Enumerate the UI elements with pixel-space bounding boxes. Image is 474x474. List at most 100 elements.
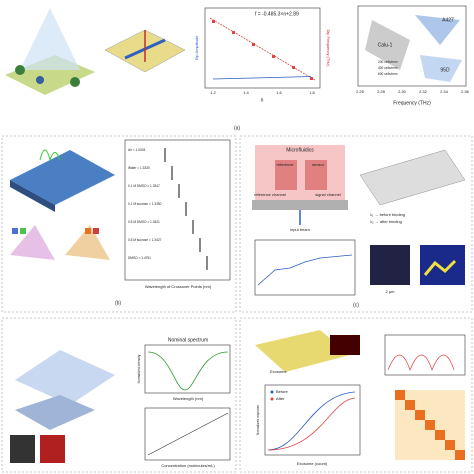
image-tile: [10, 435, 35, 463]
x-label: Frequency (THz): [393, 100, 431, 106]
legend-entry: Water = 1.3330: [128, 166, 150, 170]
panel-frame: [239, 317, 473, 473]
metasurface: [255, 330, 350, 372]
cell: [36, 76, 44, 84]
legend-entry: DMSO = 1.4751: [128, 256, 151, 260]
red-points: [212, 20, 313, 80]
plot-frame: [124, 139, 231, 281]
legend-entry: 400 cells/mm²: [378, 66, 398, 70]
y-label: Dip Amplitude: [194, 35, 199, 60]
cluster: [365, 20, 410, 70]
x-tick-label: 2.26: [356, 89, 365, 94]
heatmap-cells: [395, 390, 465, 460]
cell: [15, 65, 25, 75]
spectrum: [147, 351, 229, 391]
legend-marker: [270, 390, 274, 394]
y-label: Dip Frequency (THz): [326, 29, 331, 67]
panel-label: (a): [234, 125, 240, 131]
image-tile: [40, 435, 65, 463]
equation: f = -0.485.3×n+2.89: [255, 11, 299, 17]
cluster-label: Calu-1: [378, 42, 393, 48]
plot-frame: [204, 7, 321, 89]
fit-line: [147, 412, 229, 456]
x-tick-label: 2.36: [461, 89, 470, 94]
thz-beam: [20, 8, 80, 70]
field-map-feature: [423, 259, 457, 276]
color-swatch: [12, 228, 18, 234]
legend-entry: 0.5 M DMSO = 1.3421: [128, 220, 160, 224]
curve: [267, 391, 356, 451]
metasurface-array: [15, 350, 115, 405]
device-label: reference channel: [254, 192, 286, 197]
cluster-label: A427: [442, 17, 454, 23]
sensor-chip: [10, 180, 55, 212]
legend-entry: 0.5 M sucrose = 1.3427: [128, 238, 162, 242]
binding-label: λ₁ → before binding: [370, 212, 405, 217]
cie-diagram: [65, 225, 110, 260]
device-label: input beam: [290, 227, 310, 232]
device-label: Microfluidics: [286, 147, 314, 153]
x-tick-label: 1.8: [309, 90, 315, 95]
legend-entry: 0.1 M DMSO = 1.3347: [128, 184, 160, 188]
x-tick-label: 1.4: [243, 90, 249, 95]
y-label: Normalized response: [256, 405, 260, 435]
x-tick-label: 2.32: [419, 89, 428, 94]
cluster: [415, 15, 460, 45]
device-label: signal channel: [315, 192, 341, 197]
legend-marker: [270, 397, 274, 401]
cluster-label: 95D: [440, 67, 450, 73]
field-map: [420, 245, 465, 285]
plot-frame: [254, 239, 356, 296]
image-tile: [330, 335, 360, 355]
panel-frame: [239, 135, 473, 313]
substrate: [252, 200, 348, 210]
cluster: [420, 55, 462, 82]
x-tick-label: 2.28: [377, 89, 386, 94]
x-tick-label: 2.34: [440, 89, 449, 94]
sensor-chip: [10, 150, 115, 205]
curve: [267, 397, 356, 451]
panel-label: (c): [353, 302, 359, 308]
plot-frame: [384, 334, 466, 376]
legend-entry: 0.1 M sucrose = 1.3350: [128, 202, 162, 206]
x-tick-label: 1.2: [210, 90, 216, 95]
color-swatch: [20, 228, 26, 234]
scale-bar: 2 μm: [386, 289, 396, 294]
tag: Exosome: [270, 369, 287, 374]
x-label: Exosome (count): [297, 461, 328, 466]
legend-entry: Air = 1.0003: [128, 148, 146, 152]
grating: [359, 149, 466, 206]
color-swatch: [93, 228, 99, 234]
x-tick-label: 2.30: [398, 89, 407, 94]
panel-frame: [1, 317, 237, 473]
plot-frame: [264, 384, 361, 456]
plot-frame: [357, 5, 467, 87]
microfluidic-chip: [255, 145, 345, 200]
blue-line: [212, 76, 312, 80]
legend-entry: Before: [276, 389, 289, 394]
legend-entry: 600 cells/mm²: [378, 72, 398, 76]
plot-frame: [144, 344, 231, 394]
channel: [305, 160, 327, 190]
panel-label: (b): [115, 300, 121, 306]
cie-diagram: [10, 225, 55, 260]
spectra: [387, 354, 455, 372]
color-swatch: [85, 228, 91, 234]
plot-frame: [144, 407, 231, 461]
device-label: sensor: [312, 162, 325, 167]
field-map: [370, 245, 410, 285]
fit-line: [209, 17, 316, 81]
cell: [70, 77, 80, 87]
panel-frame: [1, 135, 237, 313]
device-label: reference: [277, 162, 295, 167]
legend-entry: After: [276, 396, 285, 401]
x-label: Wavelength of Crossover Points (nm): [145, 284, 212, 289]
plot-title: Nominal spectrum: [168, 337, 208, 343]
x-tick-label: 1.6: [276, 90, 282, 95]
spectrum-icon: [39, 149, 61, 162]
camera: [15, 395, 95, 430]
y-label: Normalized intensity: [137, 354, 141, 383]
legend-entry: 200 cells/mm²: [378, 60, 398, 64]
sensorgram: [257, 254, 353, 286]
